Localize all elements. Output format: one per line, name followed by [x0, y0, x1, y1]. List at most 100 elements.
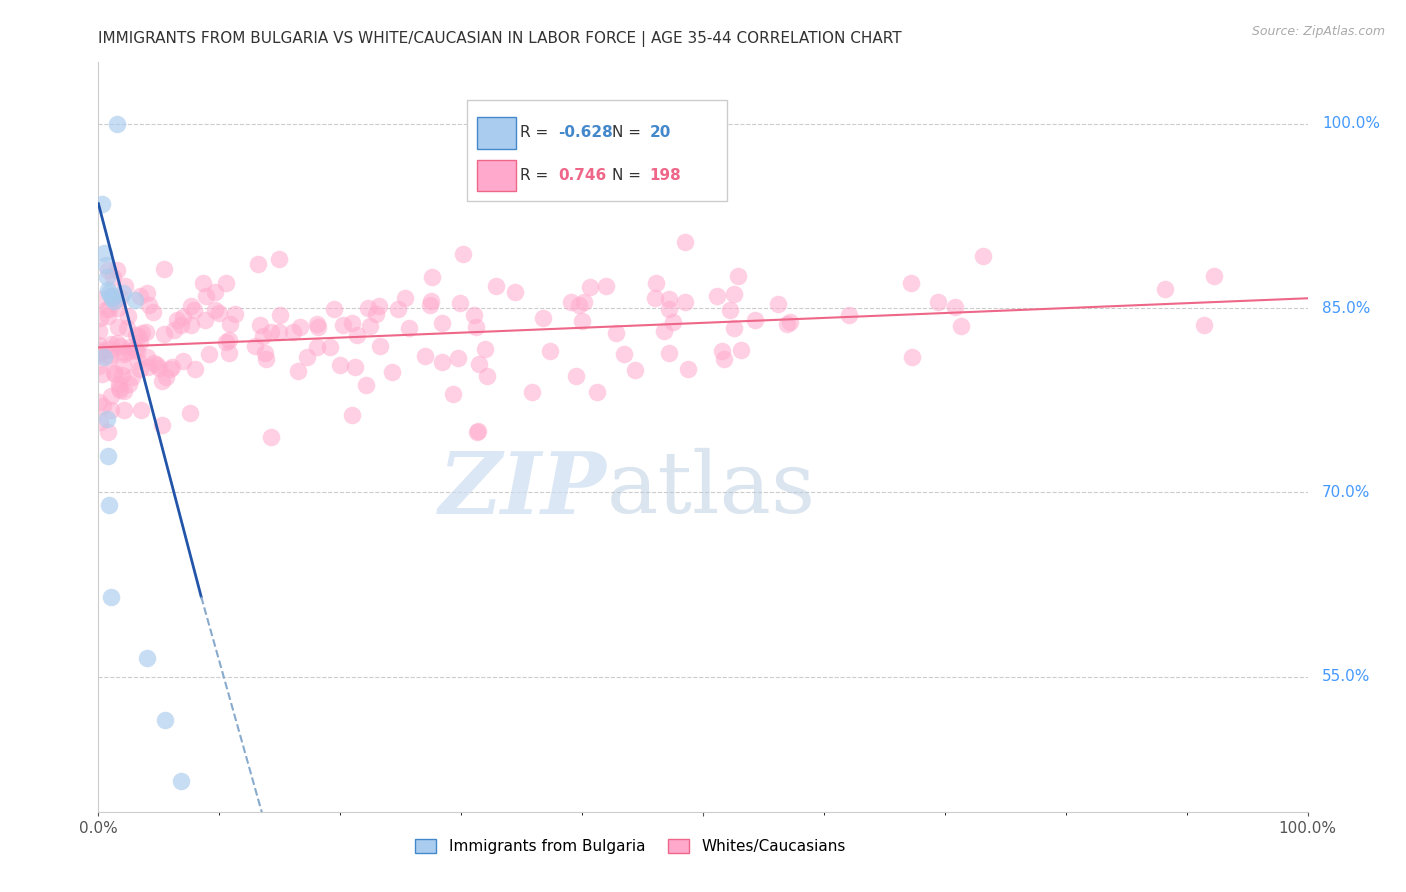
- Point: [100, 291, 122, 305]
- Point: [118, 377, 141, 392]
- Point: [463, 308, 485, 322]
- Point: [128, 362, 150, 376]
- Point: [658, 293, 681, 307]
- Point: [89, 311, 111, 326]
- Point: [364, 307, 387, 321]
- Point: [103, 366, 125, 380]
- Point: [193, 277, 215, 291]
- Point: [673, 295, 696, 310]
- Point: [329, 358, 352, 372]
- Point: [124, 342, 146, 356]
- Point: [1194, 318, 1216, 332]
- Point: [644, 291, 666, 305]
- Point: [323, 301, 346, 316]
- Point: [155, 370, 177, 384]
- Point: [613, 347, 636, 361]
- Point: [150, 418, 173, 433]
- Point: [135, 651, 157, 665]
- Point: [571, 314, 593, 328]
- Point: [100, 336, 122, 351]
- FancyBboxPatch shape: [477, 117, 516, 149]
- Point: [215, 276, 238, 290]
- Point: [340, 408, 363, 422]
- Point: [98, 286, 121, 301]
- Point: [218, 333, 240, 347]
- Point: [661, 315, 683, 329]
- Point: [136, 350, 159, 364]
- Point: [118, 340, 141, 354]
- Point: [194, 313, 217, 327]
- Point: [288, 320, 311, 334]
- Point: [129, 402, 152, 417]
- Point: [467, 425, 489, 439]
- Point: [453, 247, 475, 261]
- Point: [1153, 282, 1175, 296]
- Point: [252, 328, 274, 343]
- Point: [441, 387, 464, 401]
- Text: 55.0%: 55.0%: [1322, 669, 1371, 684]
- Point: [432, 317, 454, 331]
- Point: [160, 360, 183, 375]
- Point: [219, 317, 242, 331]
- Point: [730, 343, 752, 357]
- Point: [675, 235, 697, 249]
- Point: [153, 261, 176, 276]
- Point: [260, 325, 283, 339]
- Point: [254, 352, 277, 367]
- Point: [100, 403, 122, 417]
- Point: [114, 344, 136, 359]
- Point: [195, 289, 218, 303]
- Point: [727, 268, 749, 283]
- Text: N =: N =: [613, 126, 647, 140]
- Point: [419, 298, 441, 312]
- Point: [143, 356, 166, 370]
- Point: [128, 329, 150, 343]
- Point: [127, 354, 149, 368]
- Point: [183, 303, 205, 318]
- Point: [153, 713, 176, 727]
- Point: [98, 343, 121, 357]
- Point: [87, 324, 110, 338]
- Point: [269, 252, 291, 266]
- Point: [332, 318, 354, 332]
- Point: [624, 363, 647, 377]
- Point: [91, 367, 114, 381]
- Point: [357, 301, 380, 315]
- Point: [89, 359, 111, 373]
- Point: [678, 361, 700, 376]
- Point: [269, 308, 291, 322]
- Text: ZIP: ZIP: [439, 448, 606, 532]
- Point: [97, 263, 120, 277]
- Point: [148, 361, 170, 376]
- Point: [87, 347, 110, 361]
- Point: [124, 293, 146, 307]
- Point: [87, 292, 110, 306]
- Point: [142, 305, 165, 319]
- Point: [1202, 269, 1225, 284]
- Point: [100, 388, 122, 402]
- Point: [87, 395, 110, 409]
- Point: [267, 325, 290, 339]
- Text: N =: N =: [613, 168, 647, 183]
- Point: [645, 276, 668, 290]
- Point: [159, 361, 181, 376]
- Point: [287, 364, 309, 378]
- Legend: Immigrants from Bulgaria, Whites/Caucasians: Immigrants from Bulgaria, Whites/Caucasi…: [409, 833, 852, 860]
- Point: [485, 279, 508, 293]
- Text: 0.746: 0.746: [558, 168, 606, 183]
- Point: [595, 279, 617, 293]
- Point: [166, 313, 188, 327]
- Point: [107, 377, 129, 392]
- Point: [560, 294, 582, 309]
- Point: [779, 315, 801, 329]
- Point: [145, 358, 167, 372]
- Point: [658, 345, 681, 359]
- Point: [150, 374, 173, 388]
- Point: [90, 343, 112, 358]
- Point: [723, 321, 745, 335]
- Point: [136, 285, 159, 300]
- Point: [578, 279, 600, 293]
- Point: [413, 349, 436, 363]
- Point: [706, 289, 728, 303]
- Point: [107, 301, 129, 316]
